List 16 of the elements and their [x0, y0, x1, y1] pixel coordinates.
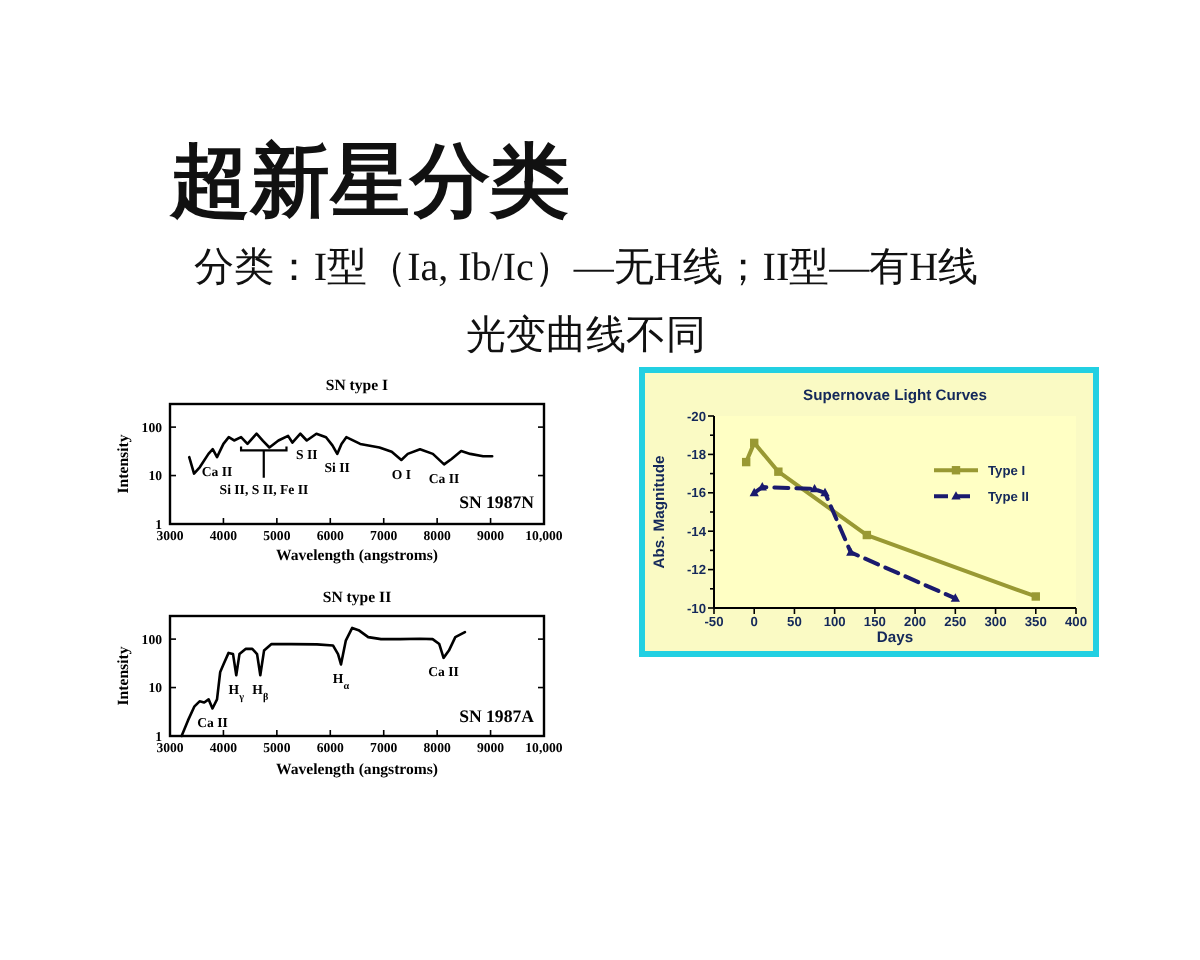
line-series [187, 432, 494, 475]
point [809, 483, 820, 493]
point [950, 593, 960, 602]
annotation: SN 1987N [459, 492, 536, 512]
point [1031, 592, 1040, 601]
point [774, 467, 783, 476]
point [749, 487, 759, 497]
point [741, 457, 751, 467]
point [750, 438, 759, 448]
text: 超新星分类 [168, 138, 570, 226]
annotation: SN 1987A [459, 706, 536, 726]
point [862, 530, 872, 540]
text: 光变曲线不同 [466, 314, 706, 358]
text: 分类：I型（Ia, Ib/Ic）—无H线；II型—有H线 [193, 246, 979, 290]
point [820, 487, 830, 497]
line-series [749, 482, 960, 602]
